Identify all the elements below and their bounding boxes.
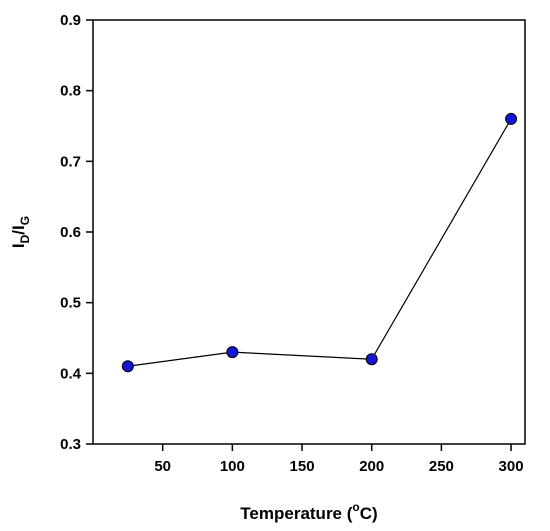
data-point bbox=[365, 353, 378, 366]
y-tick-label: 0.3 bbox=[60, 436, 81, 453]
series-layer bbox=[121, 112, 518, 373]
y-axis-title-part-1: I bbox=[9, 243, 28, 248]
y-axis-title: ID/IG bbox=[9, 216, 32, 248]
plot-frame bbox=[92, 19, 526, 445]
y-tick-label: 0.7 bbox=[60, 153, 81, 170]
x-axis-title-superscript: o bbox=[352, 500, 359, 514]
x-tick-label: 250 bbox=[429, 458, 454, 475]
x-axis-ticks: 50 100 150 200 250 300 bbox=[154, 444, 524, 475]
y-tick-label: 0.5 bbox=[60, 295, 81, 312]
series-line bbox=[127, 118, 512, 367]
x-tick-label: 300 bbox=[499, 458, 524, 475]
y-tick-label: 0.4 bbox=[60, 365, 82, 382]
y-axis-title-part-2: /I bbox=[9, 225, 28, 234]
svg-text:ID/IG: ID/IG bbox=[9, 216, 32, 248]
data-point bbox=[226, 346, 239, 359]
x-tick-label: 200 bbox=[359, 458, 384, 475]
x-tick-label: 100 bbox=[220, 458, 245, 475]
x-axis-title-text: Temperature ( bbox=[240, 504, 352, 523]
x-tick-label: 50 bbox=[154, 458, 171, 475]
y-axis-title-sub-2: G bbox=[18, 216, 32, 225]
x-axis-title-suffix: C) bbox=[360, 504, 378, 523]
y-axis-ticks: 0.3 0.4 0.5 0.6 0.7 0.8 0.9 bbox=[60, 12, 93, 453]
y-tick-label: 0.6 bbox=[60, 224, 81, 241]
x-axis-title: Temperature (oC) bbox=[240, 500, 377, 523]
y-tick-label: 0.9 bbox=[60, 12, 81, 29]
data-point bbox=[505, 112, 518, 125]
x-tick-label: 150 bbox=[290, 458, 315, 475]
data-point bbox=[121, 360, 134, 373]
y-tick-label: 0.8 bbox=[60, 83, 81, 100]
y-axis-title-sub-1: D bbox=[18, 234, 32, 243]
